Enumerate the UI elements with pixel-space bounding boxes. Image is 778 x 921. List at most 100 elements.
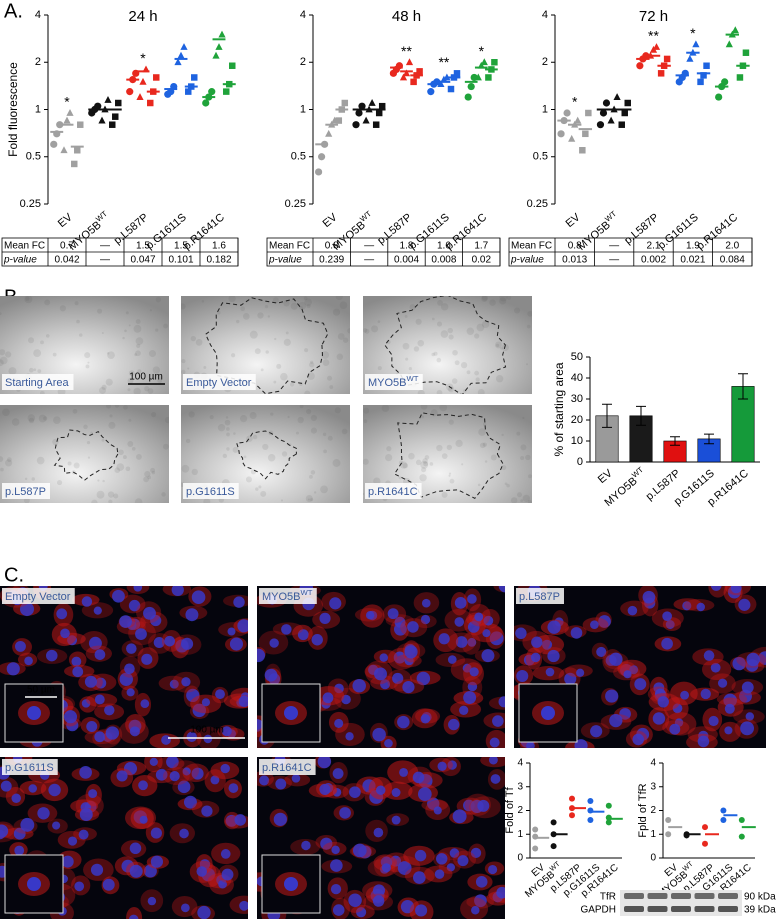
table-cell: 2.0 xyxy=(725,241,739,252)
cell-texture xyxy=(476,323,485,332)
cell-texture xyxy=(181,303,186,310)
cell-nucleus xyxy=(627,605,638,616)
blot-band xyxy=(671,906,691,912)
cell-nucleus xyxy=(669,723,681,735)
cell-texture xyxy=(415,459,422,466)
cell-texture xyxy=(290,302,298,310)
cell-nucleus xyxy=(564,672,577,685)
cell-texture xyxy=(334,407,341,414)
cell-nucleus xyxy=(489,737,500,748)
cell-texture xyxy=(260,368,264,372)
cell-texture xyxy=(500,347,503,350)
table-cell: 1.8 xyxy=(400,241,414,252)
cell-texture xyxy=(128,370,135,377)
point xyxy=(223,88,230,95)
point xyxy=(416,68,423,75)
cell-texture xyxy=(249,330,258,339)
cell-nucleus xyxy=(181,637,194,650)
cell-texture xyxy=(101,384,107,390)
cell-texture xyxy=(363,328,368,333)
cell-nucleus xyxy=(730,586,742,594)
cell-nucleus xyxy=(477,799,490,812)
label-text: p.R1641C xyxy=(368,486,418,498)
cell-nucleus xyxy=(598,615,611,628)
cell-texture xyxy=(495,375,504,383)
cell-texture xyxy=(161,492,166,497)
point xyxy=(731,26,739,34)
cell-nucleus xyxy=(447,655,457,664)
cell-texture xyxy=(377,366,382,371)
cell-nucleus xyxy=(180,903,190,913)
cell-nucleus xyxy=(201,805,213,817)
inset-nucleus xyxy=(27,706,41,720)
cell-texture xyxy=(341,428,348,435)
point xyxy=(587,817,594,823)
point xyxy=(720,817,727,823)
point xyxy=(665,817,672,823)
cell-nucleus xyxy=(116,770,128,782)
cell-nucleus xyxy=(390,855,402,867)
x-tick-label: EV xyxy=(56,211,75,230)
cell-nucleus xyxy=(447,760,457,770)
cell-texture xyxy=(134,498,143,503)
cell-texture xyxy=(320,485,328,494)
cell-nucleus xyxy=(94,649,106,660)
cell-nucleus xyxy=(415,904,428,917)
point xyxy=(686,54,694,62)
cell-nucleus xyxy=(490,774,501,784)
point xyxy=(212,51,220,59)
blot-band xyxy=(624,906,644,912)
cell-nucleus xyxy=(372,727,386,742)
cell-texture xyxy=(267,315,271,318)
y-tick-label: 3 xyxy=(650,781,656,792)
cell-texture xyxy=(102,479,105,483)
point xyxy=(437,80,445,88)
cell-nucleus xyxy=(138,780,148,791)
cell-nucleus xyxy=(79,807,93,821)
y-axis-label: Fold fluorescence xyxy=(6,62,20,157)
cell-nucleus xyxy=(454,596,467,609)
blot-band xyxy=(624,893,644,899)
cell-texture xyxy=(0,349,6,356)
cell-texture xyxy=(482,442,487,447)
point xyxy=(692,40,700,48)
cell-texture xyxy=(257,312,264,319)
table-row-label: Mean FC xyxy=(511,241,552,252)
chart-title: 24 h xyxy=(128,8,157,25)
cell-texture xyxy=(474,370,479,376)
cell-texture xyxy=(191,468,198,476)
cell-nucleus xyxy=(150,855,164,868)
cell-texture xyxy=(501,343,509,352)
cell-texture xyxy=(454,360,460,366)
cell-texture xyxy=(332,308,341,316)
cell-texture xyxy=(404,314,408,318)
point xyxy=(579,147,586,154)
cell-texture xyxy=(181,464,190,473)
cell-texture xyxy=(249,412,257,420)
cell-nucleus xyxy=(186,731,197,743)
cell-texture xyxy=(181,359,186,364)
cell-texture xyxy=(135,319,141,324)
cell-nucleus xyxy=(391,788,401,797)
point xyxy=(607,116,615,124)
cell-nucleus xyxy=(61,855,74,868)
chart-title: 48 h xyxy=(392,8,421,25)
y-tick-label: 0.5 xyxy=(533,151,548,163)
cell-nucleus xyxy=(475,876,488,888)
cell-texture xyxy=(73,462,80,469)
cell-texture xyxy=(478,428,486,436)
y-tick-label: 50 xyxy=(571,351,583,363)
table-cell: 0.008 xyxy=(431,255,456,266)
table-cell: 0.239 xyxy=(319,255,344,266)
point xyxy=(94,102,102,110)
cell-texture xyxy=(337,333,345,340)
cell-texture xyxy=(448,472,452,475)
point xyxy=(66,109,74,116)
table-cell: 0.042 xyxy=(54,255,79,266)
cell-texture xyxy=(422,458,428,464)
blot-size: 90 kDa xyxy=(744,892,776,903)
point xyxy=(177,51,185,59)
point xyxy=(136,93,144,100)
image-label-background xyxy=(259,759,316,775)
